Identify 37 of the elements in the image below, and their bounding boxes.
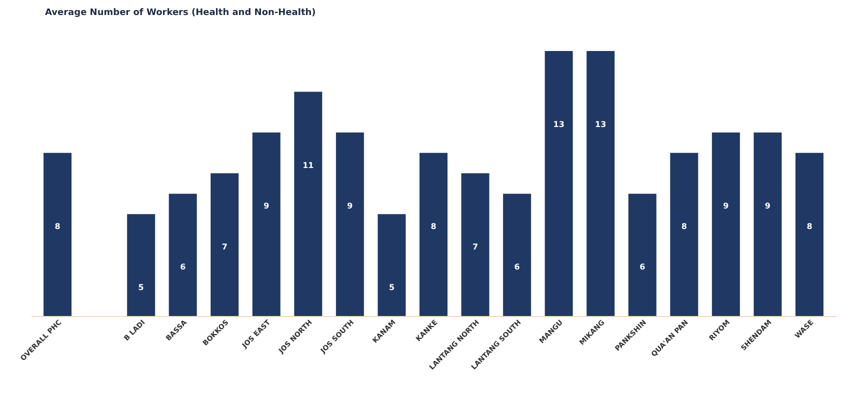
bar: [44, 152, 72, 316]
bar: [420, 152, 448, 316]
bar: [628, 194, 656, 316]
data-label: 9: [764, 202, 771, 211]
bar: [461, 173, 490, 316]
bar: [210, 173, 239, 316]
data-label: 9: [264, 202, 270, 211]
bar: [168, 194, 197, 316]
data-label: 9: [723, 202, 730, 211]
data-label: 6: [514, 262, 520, 272]
chart-title: Average Number of Workers (Health and Non-Health): [45, 8, 316, 18]
data-label: 13: [595, 120, 606, 129]
bar: [252, 132, 280, 316]
data-label: 9: [347, 202, 354, 211]
bar: [586, 51, 615, 316]
data-label: 13: [553, 120, 564, 129]
data-label: 6: [640, 262, 646, 272]
data-label: 7: [222, 242, 228, 252]
bar: [712, 132, 740, 316]
bar: [127, 214, 156, 316]
bar: [544, 51, 573, 316]
data-label: 8: [430, 222, 437, 231]
data-label: 6: [180, 262, 186, 272]
data-label: 5: [138, 283, 144, 292]
bar: [754, 132, 782, 316]
data-label: 8: [54, 222, 61, 231]
data-label: 5: [388, 283, 395, 292]
data-label: 8: [806, 222, 813, 231]
data-label: 11: [302, 160, 314, 170]
bar: [378, 214, 406, 316]
bar: [795, 152, 824, 316]
bar: [336, 132, 364, 316]
bar: [503, 194, 532, 316]
data-label: 8: [681, 222, 688, 231]
bar: [670, 152, 698, 316]
bar: [294, 92, 322, 316]
data-label: 7: [472, 242, 478, 252]
